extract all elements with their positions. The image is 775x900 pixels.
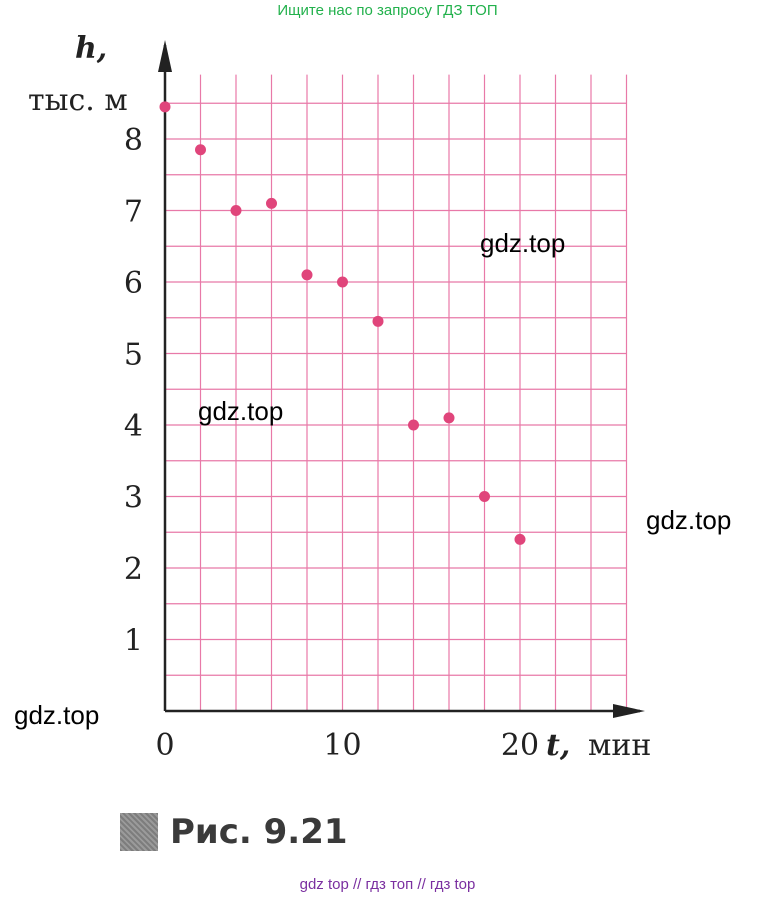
y-axis-variable: h,	[75, 31, 107, 66]
figure-caption: Рис. 9.21	[120, 812, 348, 852]
data-point	[266, 197, 277, 209]
x-axis-variable: t,	[546, 728, 570, 763]
x-tick-label: 20	[501, 728, 539, 763]
data-point	[337, 276, 348, 288]
y-tick-label: 2	[124, 552, 143, 587]
y-tick-label: 5	[124, 338, 143, 373]
y-axis-unit: тыс. м	[28, 83, 128, 118]
footer-link[interactable]: gdz top // гдз топ // гдз top	[299, 876, 476, 893]
caption-label: Рис. 9.21	[170, 812, 348, 852]
data-point	[195, 144, 206, 156]
x-tick-label: 0	[155, 728, 174, 763]
caption-square-icon	[120, 813, 158, 851]
y-tick-label: 8	[124, 123, 143, 158]
header-link[interactable]: Ищите нас по запросу ГДЗ ТОП	[277, 2, 498, 19]
watermark: gdz.top	[646, 505, 732, 535]
y-tick-label: 1	[124, 624, 143, 659]
data-point	[443, 412, 455, 424]
watermark: gdz.top	[198, 396, 284, 426]
x-axis-arrow-icon	[613, 704, 645, 718]
y-tick-label: 7	[124, 195, 143, 230]
y-tick-label: 4	[124, 409, 143, 444]
data-point	[301, 269, 313, 281]
watermark: gdz.top	[14, 700, 100, 730]
data-point	[479, 491, 490, 502]
y-axis-arrow-icon	[158, 40, 172, 72]
x-tick-label: 10	[323, 728, 361, 763]
data-point	[230, 205, 242, 216]
data-point	[372, 315, 384, 327]
watermark: gdz.top	[480, 228, 566, 258]
data-point	[408, 419, 419, 431]
data-point	[159, 101, 171, 113]
x-axis-unit: мин	[588, 728, 651, 763]
y-tick-label: 6	[124, 266, 143, 301]
y-tick-label: 3	[124, 481, 143, 516]
data-point	[514, 533, 526, 545]
